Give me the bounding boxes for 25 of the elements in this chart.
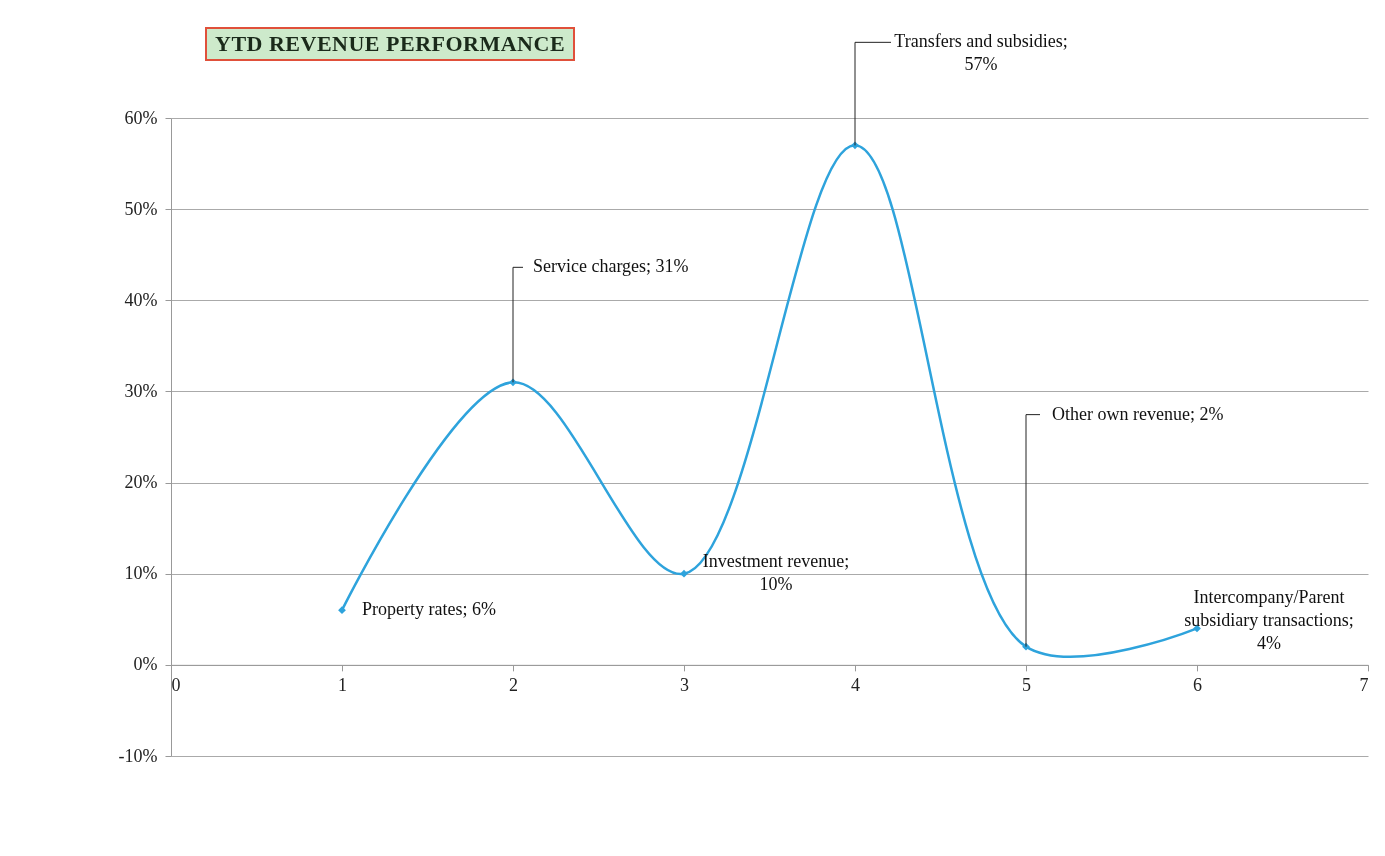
y-tick-label: 20% xyxy=(124,472,158,493)
point xyxy=(680,569,688,578)
x-tick-label: 5 xyxy=(1022,675,1031,696)
y-tick-label: 30% xyxy=(124,380,158,401)
x-tick-label: 2 xyxy=(509,675,518,696)
annotation: Transfers and subsidies; 57% xyxy=(894,31,1068,75)
x-tick-label: 1 xyxy=(338,675,347,696)
annotation: Intercompany/Parent subsidiary transactions; 4% xyxy=(1184,587,1354,654)
y-tick-label: 50% xyxy=(124,198,158,219)
x-tick-label: 7 xyxy=(1359,675,1369,696)
y-tick-label: 60% xyxy=(124,107,158,128)
point xyxy=(338,606,346,615)
chart-title: YTD REVENUE PERFORMANCE xyxy=(205,27,576,61)
x-tick-label: 3 xyxy=(680,675,689,696)
x-tick-label: 0 xyxy=(171,675,181,696)
annotation: Investment revenue; 10% xyxy=(702,550,850,594)
y-tick-label: 0% xyxy=(133,654,158,675)
x-tick-label: 4 xyxy=(851,675,860,696)
y-tick-label: 40% xyxy=(124,289,158,310)
annotation: Other own revenue; 2% xyxy=(1052,403,1224,424)
y-tick-label: -10% xyxy=(118,745,158,766)
annotation: Property rates; 6% xyxy=(362,599,496,620)
annotation: Service charges; 31% xyxy=(533,256,689,277)
y-tick-label: 10% xyxy=(124,563,158,584)
x-tick-label: 6 xyxy=(1193,675,1202,696)
